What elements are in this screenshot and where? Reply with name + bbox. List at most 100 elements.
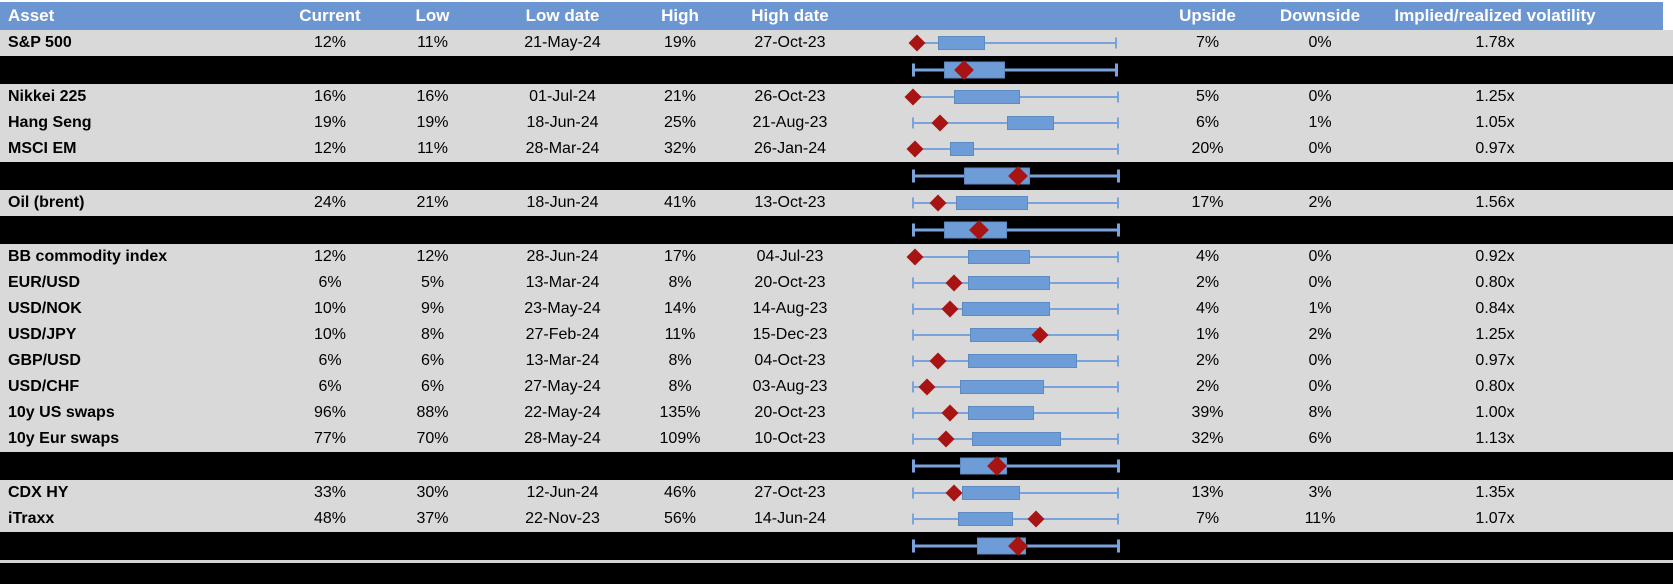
cell-upside	[1145, 216, 1270, 244]
cell-ratio: 1.13x	[1475, 430, 1515, 447]
whisker-cap-right	[1117, 197, 1119, 209]
whisker-cap-left	[912, 459, 915, 473]
whisker-cap-right	[1114, 37, 1117, 49]
cell-current: 19%	[313, 114, 347, 131]
table-body: S&P 500 12% 11% 21-May-24 19% 27-Oct-23 7% 0% 1.…	[0, 30, 1673, 560]
cell-high_date: 04-Oct-23	[754, 352, 826, 369]
cell-upside: 13%	[1191, 484, 1224, 501]
cell-ratio: 0.97x	[1475, 352, 1515, 369]
cell-downside: 0%	[1308, 274, 1332, 291]
header-downside: Downside	[1279, 6, 1361, 25]
cell-current	[285, 162, 375, 190]
cell-ratio	[1370, 56, 1620, 84]
table-row: S&P 500 12% 11% 21-May-24 19% 27-Oct-23 7% 0% 1.…	[0, 30, 1673, 56]
cell-high	[635, 216, 725, 244]
iqr-box	[958, 512, 1014, 526]
cell-ratio	[1370, 532, 1620, 560]
cell-high_date: 14-Aug-23	[752, 300, 828, 317]
iqr-box	[954, 90, 1020, 104]
whisker-cap-left	[912, 63, 915, 77]
whisker-cap-right	[1117, 513, 1119, 525]
boxplot-cell	[855, 322, 1145, 348]
header-high: High	[661, 6, 699, 25]
cell-low: 30%	[416, 484, 449, 501]
cell-ratio: 0.92x	[1475, 248, 1515, 265]
iqr-box	[968, 276, 1051, 290]
boxplot-cell	[855, 452, 1145, 480]
cell-current: 12%	[313, 140, 347, 157]
cell-current: 12%	[313, 34, 347, 51]
cell-high_date: 26-Oct-23	[754, 88, 826, 105]
separator-row	[0, 56, 1673, 84]
iqr-box	[1007, 116, 1055, 130]
whisker-cap-right	[1117, 277, 1119, 289]
cell-upside: 7%	[1195, 510, 1220, 527]
cell-downside: 2%	[1308, 194, 1332, 211]
current-marker-diamond-icon	[918, 378, 936, 396]
iqr-box	[970, 328, 1038, 342]
cell-high: 41%	[663, 194, 697, 211]
cell-upside: 2%	[1195, 352, 1220, 369]
whisker-cap-left	[912, 433, 914, 445]
cell-current	[285, 452, 375, 480]
cell-high_date: 13-Oct-23	[754, 194, 826, 211]
cell-high_date: 14-Jun-24	[753, 510, 827, 527]
header-high-date: High date	[751, 6, 829, 25]
cell-downside: 1%	[1308, 300, 1332, 317]
cell-high_date: 20-Oct-23	[754, 404, 826, 421]
table-row: 10y Eur swaps 77% 70% 28-May-24 109% 10-Oct-2…	[0, 426, 1673, 452]
boxplot-cell	[855, 426, 1145, 452]
cell-downside	[1270, 216, 1370, 244]
cell-asset: Nikkei 225	[8, 88, 87, 105]
cell-ratio: 1.07x	[1475, 510, 1515, 527]
cell-upside: 32%	[1191, 430, 1224, 447]
iqr-box	[968, 406, 1034, 420]
cell-low_date: 28-May-24	[524, 430, 601, 447]
iqr-box	[968, 250, 1030, 264]
cell-asset: USD/CHF	[8, 378, 80, 395]
cell-high: 135%	[659, 404, 701, 421]
whisker-cap-right	[1117, 329, 1119, 341]
cell-ratio: 1.05x	[1475, 114, 1515, 131]
cell-low_date: 22-Nov-23	[525, 510, 600, 527]
cell-upside: 7%	[1195, 34, 1220, 51]
boxplot-cell	[855, 162, 1145, 190]
cell-asset: USD/NOK	[8, 300, 82, 317]
cell-downside: 0%	[1308, 88, 1332, 105]
boxplot-cell	[855, 244, 1145, 270]
whisker-cap-right	[1117, 381, 1119, 393]
boxplot-cell	[855, 506, 1145, 532]
cell-low: 6%	[420, 378, 445, 395]
cell-upside: 6%	[1195, 114, 1220, 131]
cell-low_date: 12-Jun-24	[526, 484, 599, 501]
boxplot	[912, 322, 1119, 348]
boxplot	[912, 426, 1119, 452]
footer-band	[0, 563, 1673, 584]
cell-downside: 8%	[1308, 404, 1332, 421]
table-row: BB commodity index 12% 12% 28-Jun-24 17% 04-J…	[0, 244, 1673, 270]
cell-high	[635, 532, 725, 560]
cell-current: 96%	[313, 404, 347, 421]
cell-high_date: 27-Oct-23	[754, 34, 826, 51]
iqr-box	[949, 142, 975, 156]
cell-high_date	[725, 452, 855, 480]
cell-low_date: 01-Jul-24	[529, 88, 596, 105]
cell-low_date: 13-Mar-24	[525, 352, 600, 369]
boxplot	[912, 400, 1119, 426]
cell-ratio: 1.25x	[1475, 326, 1515, 343]
cell-low: 6%	[420, 352, 445, 369]
cell-low_date	[490, 532, 635, 560]
whisker-cap-right	[1117, 143, 1119, 155]
iqr-box	[937, 36, 985, 50]
iqr-box	[943, 61, 1006, 79]
cell-low_date	[490, 452, 635, 480]
cell-low_date: 18-Jun-24	[526, 114, 599, 131]
boxplot	[912, 374, 1119, 400]
table-row: Hang Seng 19% 19% 18-Jun-24 25% 21-Aug-23 6% 1%…	[0, 110, 1673, 136]
whisker-line	[913, 518, 1118, 520]
cell-high_date: 15-Dec-23	[752, 326, 828, 343]
header-upside: Upside	[1179, 6, 1236, 25]
table-row: MSCI EM 12% 11% 28-Mar-24 32% 26-Jan-24 20% 0% 0…	[0, 136, 1673, 162]
whisker-cap-left	[912, 277, 914, 289]
